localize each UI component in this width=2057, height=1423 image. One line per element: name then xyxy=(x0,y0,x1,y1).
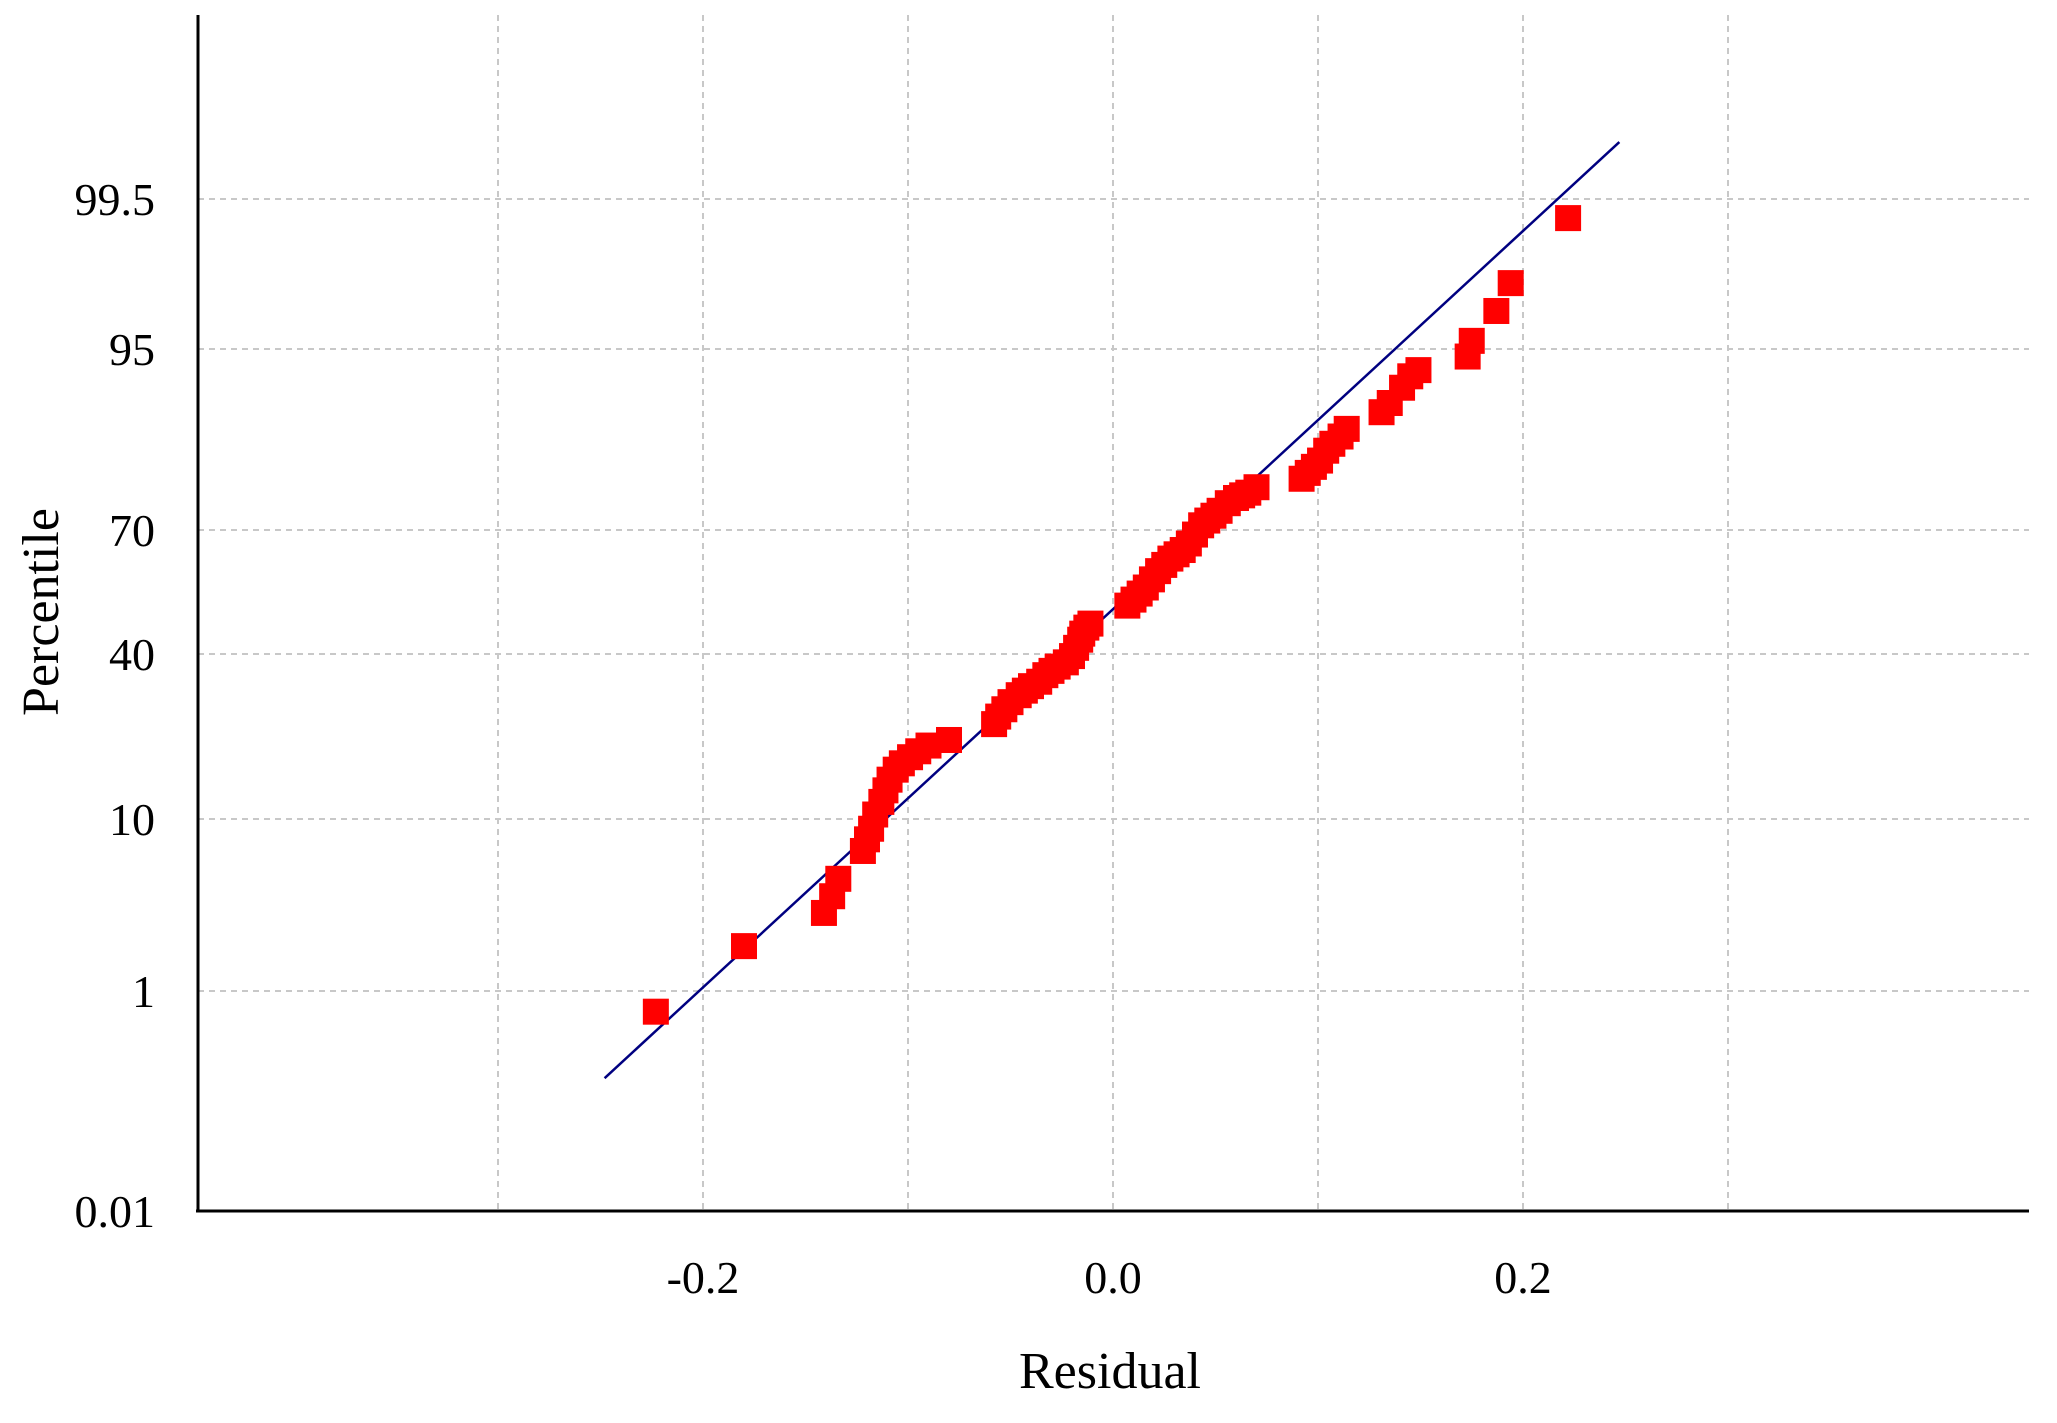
fit-line xyxy=(603,141,1621,1080)
data-point xyxy=(731,933,757,960)
data-point xyxy=(936,726,962,753)
data-point xyxy=(1405,357,1432,384)
y-tick-label: 70 xyxy=(109,505,155,556)
y-tick-label: 99.5 xyxy=(75,174,156,225)
y-tick-label: 95 xyxy=(109,324,155,375)
data-point xyxy=(1497,270,1524,297)
y-tick-label: 10 xyxy=(109,794,155,845)
y-axis-title: Percentile xyxy=(13,508,70,716)
data-point xyxy=(825,865,852,892)
x-tick-label: 0.2 xyxy=(1494,1252,1552,1303)
axis-layer xyxy=(196,15,2029,1213)
y-tick-label: 1 xyxy=(132,966,155,1017)
data-point xyxy=(642,998,669,1025)
x-tick-labels: -0.2 0.0 0.2 xyxy=(667,1252,1552,1303)
data-point xyxy=(1077,610,1104,637)
x-axis-title: Residual xyxy=(1019,1343,1201,1400)
y-tick-labels: 0.01 1 10 40 70 95 99.5 xyxy=(75,174,156,1237)
y-tick-label: 40 xyxy=(109,629,155,680)
grid-layer xyxy=(198,15,2029,1211)
x-tick-label: -0.2 xyxy=(667,1252,740,1303)
data-point xyxy=(1243,474,1270,501)
data-point xyxy=(1555,205,1582,232)
data-point xyxy=(1333,415,1360,442)
data-point xyxy=(1483,297,1510,324)
y-tick-label: 0.01 xyxy=(75,1186,156,1237)
data-points xyxy=(642,205,1582,1025)
data-point xyxy=(1458,327,1485,354)
x-tick-label: 0.0 xyxy=(1084,1252,1142,1303)
